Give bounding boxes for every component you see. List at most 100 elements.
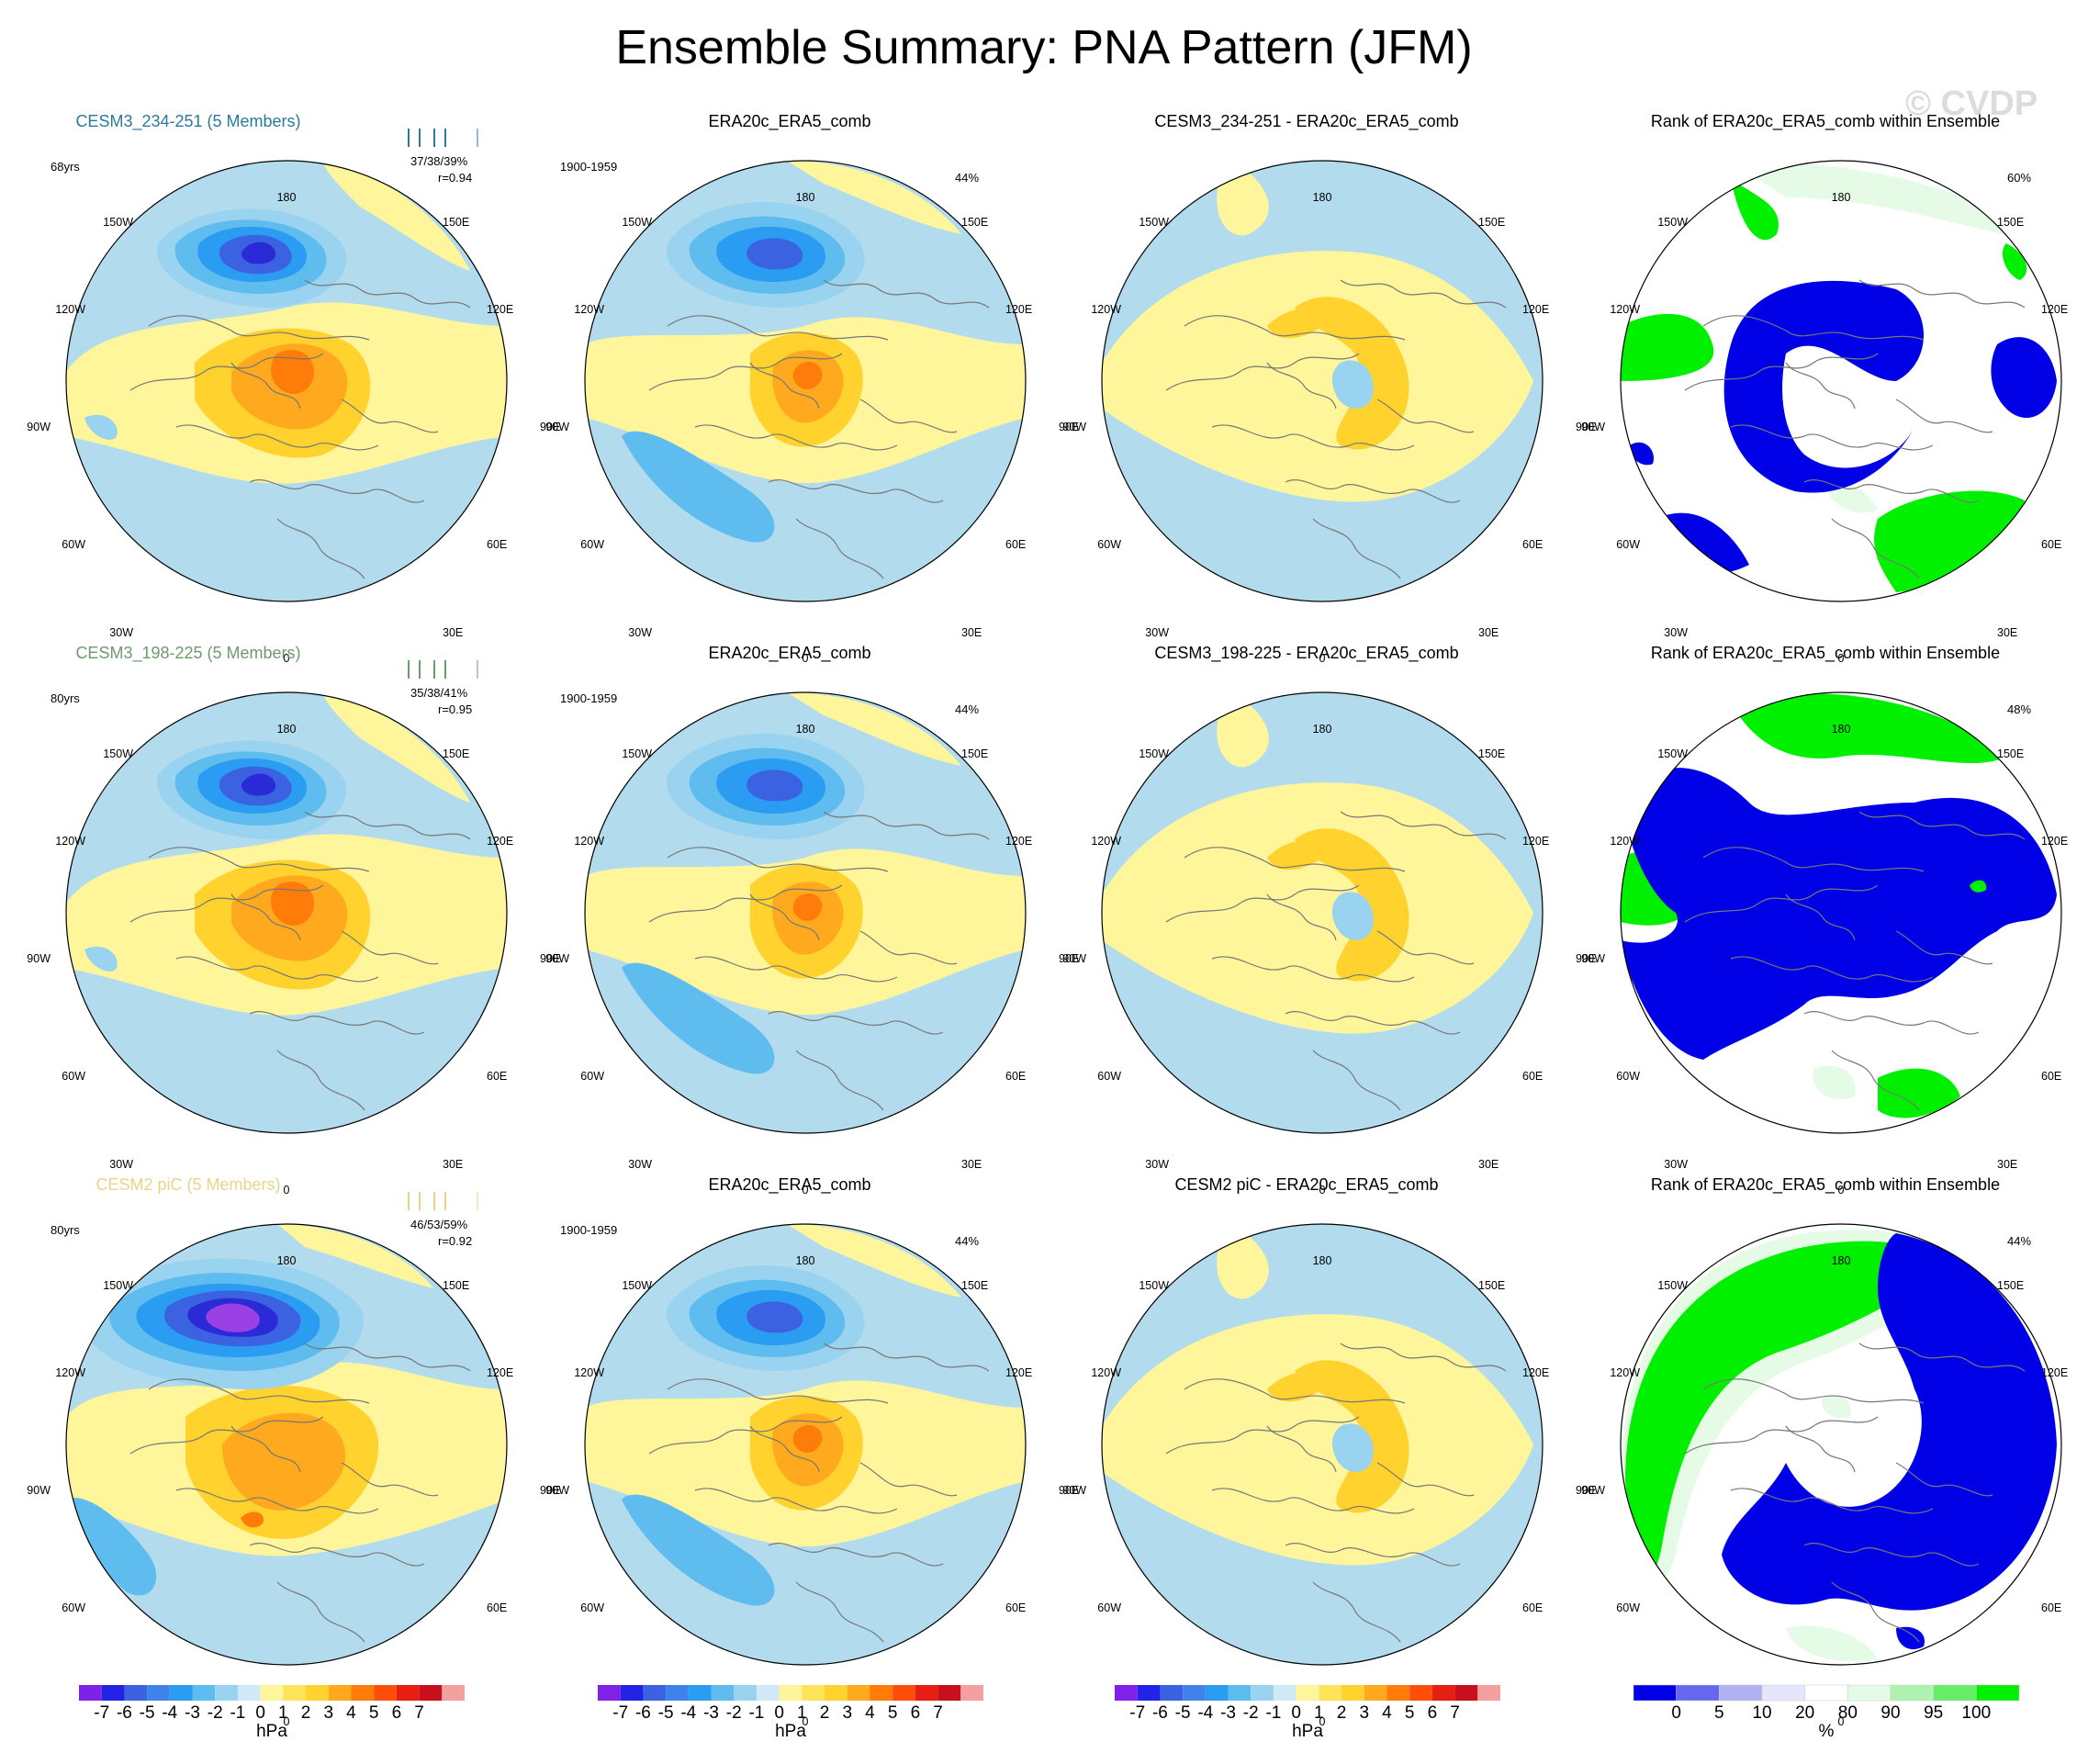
coastline (1285, 479, 1461, 503)
colorbar-tick-label: 5 (1404, 1703, 1415, 1723)
pct-rank-label: 48% (2007, 702, 2032, 716)
longitude-label-bottom: 0 (283, 1184, 290, 1197)
coastline (1165, 884, 1360, 923)
colorbar-box (1933, 1684, 1977, 1702)
longitude-label-lr_far: 30E (961, 626, 982, 639)
coastline (341, 399, 439, 433)
longitude-label-ul_near: 120W (55, 1366, 85, 1379)
coastline (1376, 930, 1475, 965)
colorbar-tick-label: 20 (1795, 1703, 1815, 1723)
longitude-label-lr_far: 30E (1478, 626, 1499, 639)
longitude-label-left: 90W (1581, 952, 1605, 965)
longitude-label-right: 90E (1576, 952, 1597, 965)
colorbar-tick-label: 100 (1961, 1703, 1992, 1723)
longitude-label-left: 90W (1062, 952, 1086, 965)
colorbar-box (1847, 1684, 1892, 1702)
polar-map (65, 1192, 508, 1666)
coastline (1312, 1581, 1401, 1643)
longitude-label-top: 180 (1312, 191, 1332, 204)
coastline (749, 893, 820, 941)
rank-high-region (1621, 313, 1714, 381)
coastline (1285, 1543, 1461, 1567)
longitude-label-ll_near: 60W (1616, 538, 1640, 551)
colorbar-box (1761, 1684, 1805, 1702)
correlation-label: r=0.92 (438, 1234, 473, 1248)
colorbar-box (915, 1685, 938, 1701)
longitude-label-ul_near: 120W (574, 303, 604, 316)
longitude-label-ul_far: 150W (1139, 216, 1169, 229)
coastline (129, 884, 324, 923)
longitude-label-ll_near: 60W (580, 1070, 604, 1083)
positive-anomaly-contour (787, 1224, 961, 1298)
panel-title: CESM3_198-225 - ERA20c_ERA5_comb (1154, 644, 1459, 662)
longitude-label-right: 90E (1576, 421, 1597, 433)
panel-r2-c3: Rank of ERA20c_ERA5_comb within Ensemble… (1568, 1164, 2082, 1728)
period-label: 1900-1959 (560, 1223, 618, 1237)
colorbar-box (419, 1685, 443, 1701)
longitude-label-ur_far: 150E (961, 1279, 989, 1292)
coastline (1858, 1343, 2026, 1372)
coastline (1266, 893, 1337, 941)
coastline (1895, 930, 1993, 965)
coastline (1184, 1378, 1406, 1404)
coastline (1312, 518, 1401, 579)
rank-high-region (1731, 179, 1779, 241)
positive-anomaly-contour (1295, 297, 1409, 450)
colorbar-box (870, 1685, 893, 1701)
coastline (1702, 315, 1925, 341)
coastline (1684, 1416, 1879, 1455)
colorbar-box (1676, 1684, 1720, 1702)
longitude-label-bottom: 0 (802, 652, 809, 665)
longitude-label-lr_far: 30E (443, 626, 464, 639)
colorbar-tick-label: 0 (1671, 1703, 1681, 1723)
longitude-label-ll_far: 30W (1145, 1158, 1169, 1171)
coastline (1184, 315, 1406, 341)
colorbar-box (643, 1685, 667, 1701)
longitude-label-lr_near: 60E (1522, 1601, 1544, 1614)
pct-rank-label: 60% (2007, 171, 2032, 185)
colorbar-boxes (1633, 1684, 2020, 1702)
colorbar-box (937, 1685, 961, 1701)
rank-high-region (1813, 1065, 1856, 1100)
coastline (1684, 353, 1879, 391)
colorbar-box (1251, 1685, 1274, 1701)
longitude-label-bottom: 0 (1837, 652, 1845, 665)
rank-colorbar: 0 5 10 20 80 90 95 100% (1633, 1684, 2020, 1741)
longitude-label-ur_near: 120E (487, 303, 514, 316)
polar-map (1101, 160, 1544, 602)
rank-high-region (1878, 1068, 1960, 1118)
longitude-label-ul_near: 120W (55, 303, 85, 316)
rank-high-region (1874, 490, 2025, 592)
colorbar-tick-label: 5 (1714, 1703, 1724, 1723)
coastline (667, 315, 889, 341)
colorbar-tick-label: 3 (323, 1703, 334, 1723)
coastline (1730, 1488, 1934, 1514)
coastline (1285, 1011, 1461, 1035)
longitude-label-bottom: 0 (1319, 1184, 1326, 1197)
longitude-label-top: 180 (1831, 723, 1851, 736)
longitude-label-ul_far: 150W (103, 747, 133, 760)
pressure-colorbar: -7 -6 -5 -4 -3 -2 -1 0 1 2 3 4 5 6 7 hPa (1114, 1684, 1501, 1741)
correlation-label: r=0.94 (438, 171, 473, 185)
colorbar-box (442, 1685, 465, 1701)
map-border (65, 691, 508, 1134)
colorbar-unit: hPa (256, 1722, 287, 1741)
coastline (694, 956, 898, 983)
map-border (1620, 160, 2062, 602)
panel-title: CESM2 piC (5 Members) (95, 1175, 281, 1194)
coastline (768, 1543, 944, 1567)
panel-r0-c2: CESM3_234-251 - ERA20c_ERA5_comb 180 0 90W 9… (1050, 101, 1596, 665)
panel-title: ERA20c_ERA5_comb (708, 112, 871, 130)
coastline (341, 1462, 439, 1497)
longitude-label-ll_near: 60W (580, 1601, 604, 1614)
rank-low-region (1723, 280, 1924, 493)
colorbar-tick-label: 3 (842, 1703, 853, 1723)
coastline (230, 893, 301, 941)
positive-anomaly-contour (1295, 828, 1409, 982)
rank-background (1621, 161, 2061, 601)
colorbar-tick-label: -4 (680, 1703, 697, 1723)
ensemble-spread-ticks (408, 660, 478, 679)
panel-title: CESM3_198-225 (5 Members) (75, 644, 301, 662)
colorbar-box (734, 1685, 757, 1701)
figure-title: Ensemble Summary: PNA Pattern (JFM) (615, 21, 1473, 74)
